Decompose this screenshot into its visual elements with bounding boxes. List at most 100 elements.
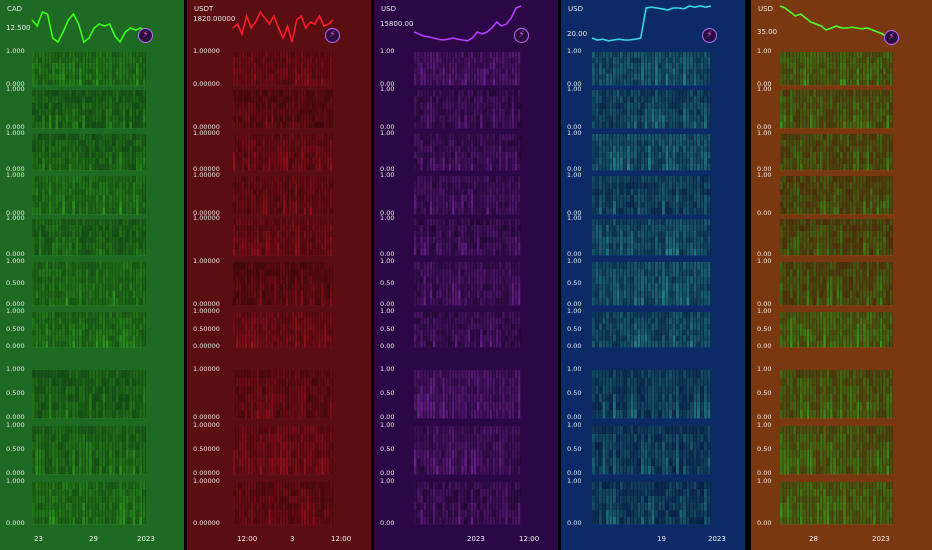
heatmap-cell	[517, 57, 521, 64]
heatmap-cell	[256, 323, 259, 330]
heatmap-cell	[467, 79, 471, 86]
heatmap-cell	[105, 140, 109, 147]
heatmap-cell	[483, 90, 486, 97]
heatmap-cell	[32, 317, 35, 324]
lightning-icon[interactable]: ⚡	[514, 28, 529, 43]
heatmap-cell	[62, 63, 65, 69]
heatmap-cell	[58, 269, 62, 277]
heatmap-cell	[489, 74, 493, 80]
heatmap-stack[interactable]	[374, 0, 558, 550]
heatmap-cell	[115, 378, 119, 387]
heatmap-cell	[271, 176, 274, 183]
heatmap-cell	[271, 276, 274, 284]
heatmap-cell	[38, 182, 42, 189]
lightning-icon[interactable]: ⚡	[138, 28, 153, 43]
x-axis-label: 23	[34, 535, 43, 543]
heatmap-cell	[303, 79, 306, 86]
heatmap-cell	[429, 176, 433, 183]
heatmap-cell	[58, 510, 62, 518]
heatmap-cell	[75, 121, 79, 129]
heatmap-cell	[99, 496, 102, 504]
heatmap-cell	[268, 237, 271, 244]
heatmap-cell	[233, 182, 236, 189]
heatmap-cell	[297, 158, 301, 165]
heatmap-cell	[318, 52, 321, 58]
heatmap-cell	[78, 115, 82, 122]
heatmap-cell	[115, 225, 119, 232]
heatmap-cell	[115, 442, 119, 451]
heatmap-cell	[142, 90, 146, 97]
heatmap-cell	[294, 164, 298, 171]
heatmap-cell	[454, 121, 458, 129]
heatmap-cell	[82, 134, 86, 141]
heatmap-cell	[294, 386, 298, 395]
heatmap-cell	[65, 276, 69, 284]
lightning-icon[interactable]: ⚡	[325, 28, 340, 43]
heatmap-cell	[78, 335, 82, 342]
heatmap-cell	[426, 188, 430, 196]
heatmap-cell	[420, 79, 423, 86]
heatmap-cell	[45, 378, 49, 387]
heatmap-cell	[288, 182, 292, 189]
heatmap-cell	[85, 140, 89, 147]
heatmap-cell	[309, 323, 312, 330]
price-sparkline[interactable]	[187, 0, 371, 50]
heatmap-cell	[109, 386, 112, 395]
heatmap-cell	[321, 102, 324, 110]
heatmap-cell	[112, 152, 116, 159]
heatmap-cell	[262, 63, 265, 69]
heatmap-cell	[115, 276, 119, 284]
heatmap-cell	[265, 378, 268, 387]
heatmap-cell	[75, 52, 79, 58]
heatmap-cell	[95, 466, 99, 475]
heatmap-cell	[274, 74, 277, 80]
heatmap-cell	[125, 496, 129, 504]
heatmap-cell	[247, 276, 251, 284]
heatmap-cell	[265, 68, 268, 75]
heatmap-cell	[115, 115, 119, 122]
price-sparkline[interactable]	[0, 0, 184, 50]
heatmap-cell	[129, 201, 132, 208]
heatmap-cell	[52, 450, 55, 459]
heatmap-cell	[125, 79, 129, 86]
heatmap-cell	[277, 195, 280, 202]
heatmap-cell	[324, 489, 327, 497]
heatmap-cell	[55, 176, 59, 183]
heatmap-cell	[318, 158, 321, 165]
heatmap-cell	[288, 482, 292, 490]
heatmap-cell	[247, 109, 251, 116]
heatmap-cell	[277, 517, 280, 525]
price-sparkline[interactable]	[374, 0, 558, 50]
heatmap-cell	[505, 164, 508, 171]
heatmap-cell	[35, 290, 39, 299]
heatmap-cell	[423, 74, 426, 80]
heatmap-cell	[291, 249, 295, 256]
heatmap-cell	[105, 341, 109, 348]
heatmap-cell	[241, 52, 245, 58]
heatmap-cell	[315, 510, 318, 518]
heatmap-cell	[330, 410, 333, 419]
heatmap-cell	[102, 243, 106, 250]
heatmap-cell	[324, 152, 327, 159]
heatmap-cell	[274, 262, 277, 270]
heatmap-cell	[259, 517, 262, 525]
heatmap-cell	[45, 146, 49, 153]
heatmap-stack[interactable]	[187, 0, 371, 550]
heatmap-cell	[62, 109, 65, 116]
heatmap-cell	[312, 115, 315, 122]
heatmap-cell	[324, 249, 327, 256]
heatmap-cell	[436, 57, 439, 64]
heatmap-cell	[283, 283, 286, 291]
heatmap-cell	[253, 146, 256, 153]
heatmap-cell	[247, 158, 251, 165]
heatmap-cell	[78, 182, 82, 189]
heatmap-cell	[274, 79, 277, 86]
heatmap-cell	[235, 323, 239, 330]
heatmap-cell	[283, 249, 286, 256]
heatmap-cell	[45, 115, 49, 122]
heatmap-cell	[297, 290, 301, 299]
heatmap-cell	[38, 158, 42, 165]
heatmap-cell	[68, 57, 72, 64]
heatmap-stack[interactable]	[0, 0, 184, 550]
heatmap-cell	[511, 182, 515, 189]
